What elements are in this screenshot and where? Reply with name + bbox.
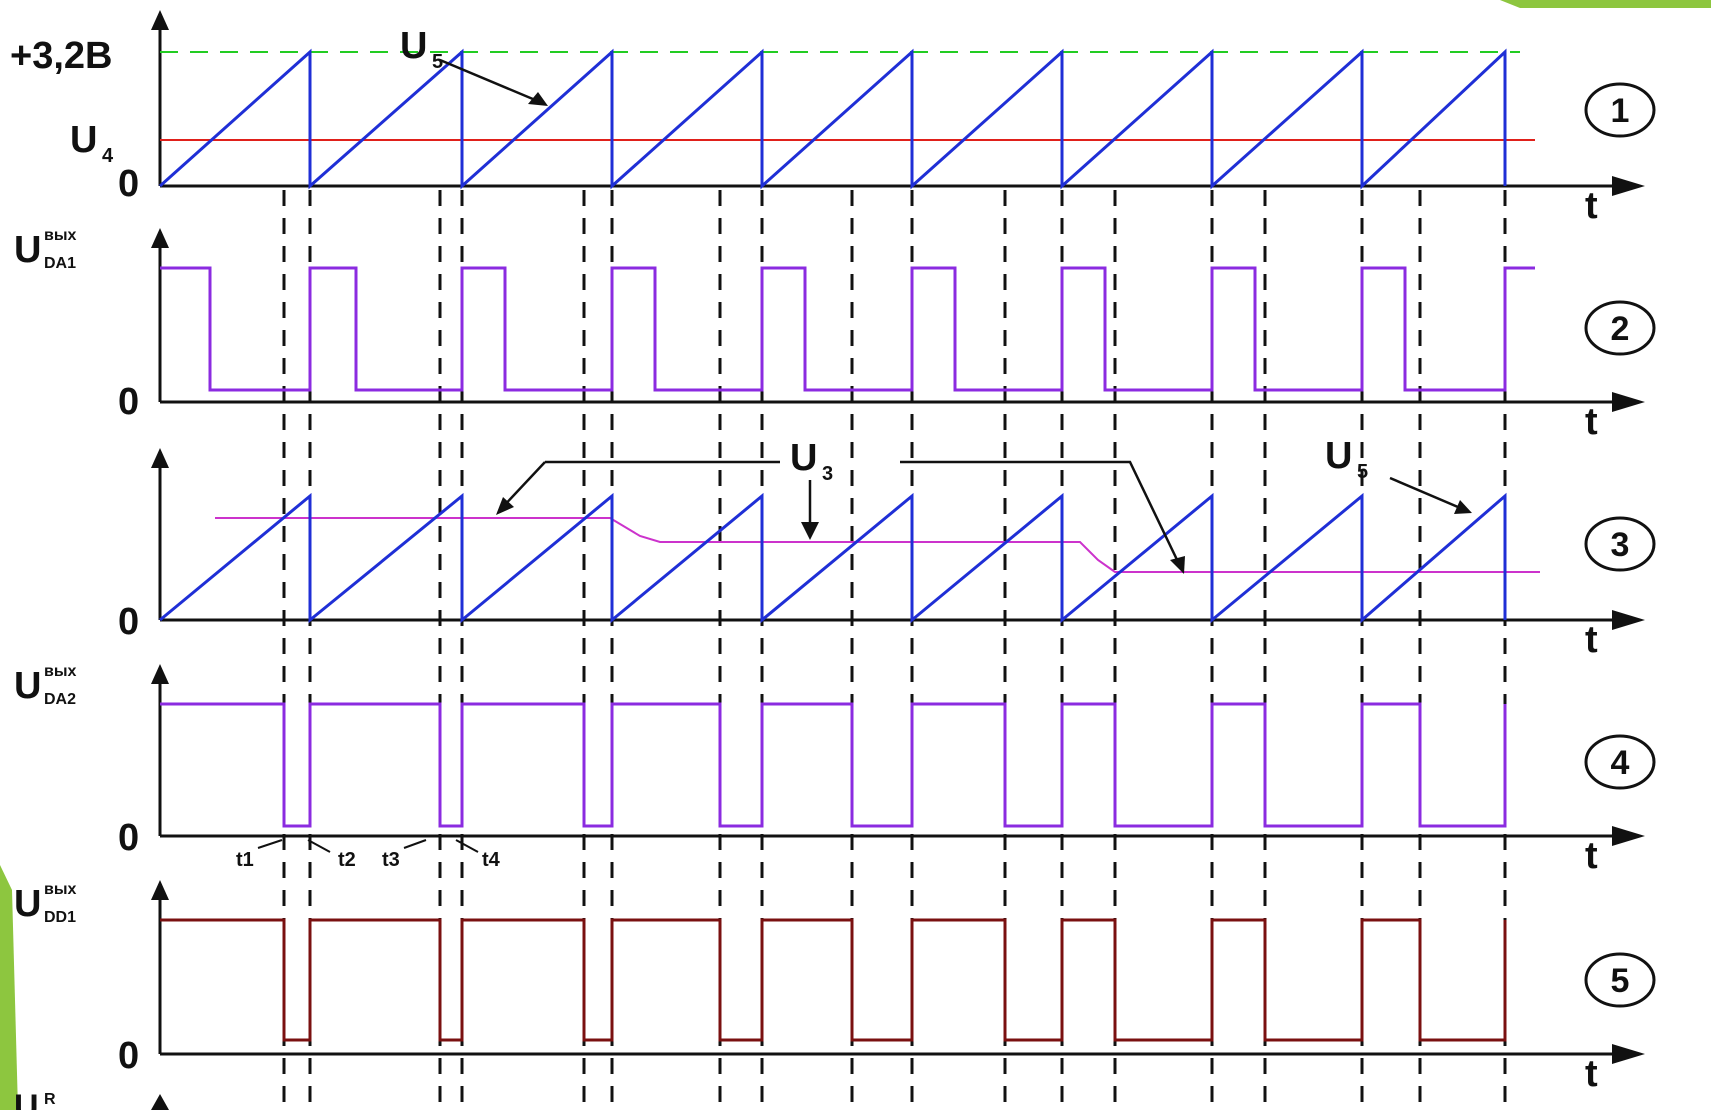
panel-index-number: 4 (1611, 744, 1630, 782)
y-axis-arrowhead (151, 448, 169, 468)
label-t-p3: t (1585, 619, 1598, 661)
label-u-da2-sup: вых (44, 663, 77, 680)
label-time-t3: t3 (382, 849, 400, 871)
label-u3-sub: 3 (822, 463, 833, 485)
y-axis-arrowhead (151, 1094, 169, 1110)
y-axis-arrowhead (151, 664, 169, 684)
time-mark-arrows (257, 839, 479, 853)
axes-group (158, 22, 1620, 1110)
label-u-dd1-sup: вых (44, 881, 77, 898)
label-u-da1-sub: DA1 (44, 255, 76, 272)
y-axis-arrowhead (151, 10, 169, 30)
label-u5-p1-sub: 5 (432, 51, 443, 73)
panel-index-number: 2 (1611, 310, 1630, 348)
green-corner-accent (1500, 0, 1711, 8)
da1-output-waveform (160, 266, 1535, 392)
label-u4: U (70, 119, 97, 161)
label-u4-sub: 4 (102, 145, 114, 167)
u5-sawtooth-panel1 (159, 48, 1507, 190)
label-u-da1: U (14, 229, 41, 271)
label-t-p1: t (1585, 185, 1598, 227)
panel-index-circle (1584, 82, 1656, 138)
dd1-output-waveform (160, 918, 1507, 1042)
label-zero-p2: 0 (118, 381, 139, 423)
y-axis-arrowhead (151, 228, 169, 248)
label-u-dd1-sub: DD1 (44, 909, 76, 926)
label-u-r-sup: R (44, 1091, 56, 1108)
label-u-da2: U (14, 665, 41, 707)
panel-index-number: 3 (1611, 526, 1630, 564)
panel-index-number: 1 (1611, 92, 1630, 130)
label-u5-p3: U (1325, 435, 1352, 477)
label-u-r: U (14, 1088, 39, 1110)
u3-control-signal (215, 517, 1540, 573)
label-time-t4: t4 (482, 849, 501, 871)
label-u-da1-sup: вых (44, 227, 77, 244)
x-axis-arrowhead (1612, 392, 1645, 412)
label-zero-p3: 0 (118, 601, 139, 643)
x-axis-arrowhead (1612, 176, 1645, 196)
label-u5-p1: U (400, 25, 427, 67)
label-u-da2-sub: DA2 (44, 691, 76, 708)
x-axis-arrowhead (1612, 826, 1645, 846)
label-u5-p3-sub: 5 (1357, 461, 1368, 483)
panel-index-circle (1584, 734, 1656, 790)
panel-index-circle (1584, 300, 1656, 356)
u5-sawtooth-panel3 (159, 492, 1507, 624)
annotation-arrows (439, 58, 1466, 567)
annotation-arrowheads (496, 92, 1472, 574)
label-t-p2: t (1585, 401, 1598, 443)
panel-index-number: 5 (1611, 962, 1630, 1000)
x-axis-arrowhead (1612, 610, 1645, 630)
label-u3: U (790, 437, 817, 479)
da2-output-waveform (160, 702, 1507, 828)
sync-dashed-lines (282, 190, 1507, 1110)
label-u-dd1: U (14, 883, 41, 925)
label-3v2: +3,2B (10, 35, 112, 77)
label-zero-p5: 0 (118, 1035, 139, 1077)
y-axis-arrowhead (151, 880, 169, 900)
x-axis-arrowhead (1612, 1044, 1645, 1064)
panel-index-markers: 1 2 3 4 5 (1584, 82, 1656, 1008)
label-time-t1: t1 (236, 849, 254, 871)
label-zero-p4: 0 (118, 817, 139, 859)
green-left-bar-accent (0, 865, 18, 1110)
axis-arrows (151, 10, 1645, 1110)
label-time-t2: t2 (338, 849, 356, 871)
panel-index-circle (1584, 516, 1656, 572)
label-zero-p1: 0 (118, 163, 139, 205)
label-t-p4: t (1585, 835, 1598, 877)
label-t-p5: t (1585, 1053, 1598, 1095)
panel-index-circle (1584, 952, 1656, 1008)
